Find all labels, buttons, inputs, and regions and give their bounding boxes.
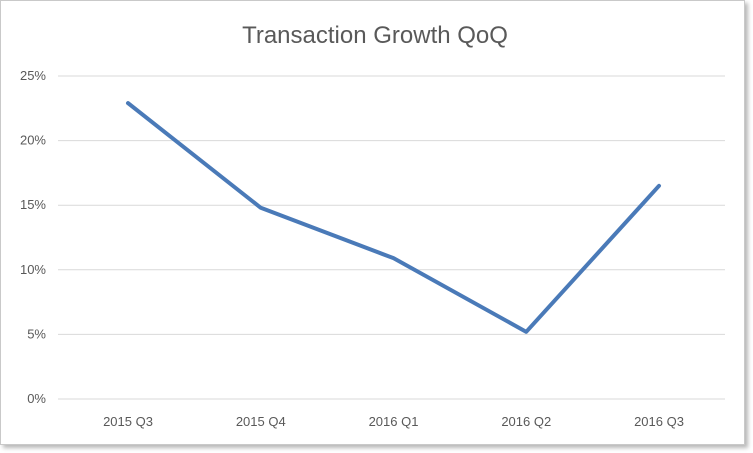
x-tick-label: 2016 Q3 [634, 414, 684, 429]
x-tick-label: 2015 Q3 [103, 414, 153, 429]
y-tick-label: 10% [20, 262, 46, 277]
chart-frame [0, 0, 745, 445]
y-tick-label: 15% [20, 197, 46, 212]
y-tick-label: 25% [20, 68, 46, 83]
y-tick-label: 0% [27, 391, 46, 406]
grid [58, 75, 725, 400]
series-group [126, 101, 661, 334]
x-axis-ticks: 2015 Q3 2015 Q4 2016 Q1 2016 Q2 2016 Q3 [103, 414, 684, 429]
y-tick-label: 5% [27, 326, 46, 341]
series-line [126, 101, 661, 334]
x-tick-label: 2015 Q4 [236, 414, 286, 429]
y-axis-ticks: 0% 5% 10% 15% 20% 25% [20, 68, 46, 406]
y-tick-label: 20% [20, 133, 46, 148]
x-tick-label: 2016 Q1 [369, 414, 419, 429]
chart-title: Transaction Growth QoQ [242, 22, 508, 49]
x-tick-label: 2016 Q2 [501, 414, 551, 429]
